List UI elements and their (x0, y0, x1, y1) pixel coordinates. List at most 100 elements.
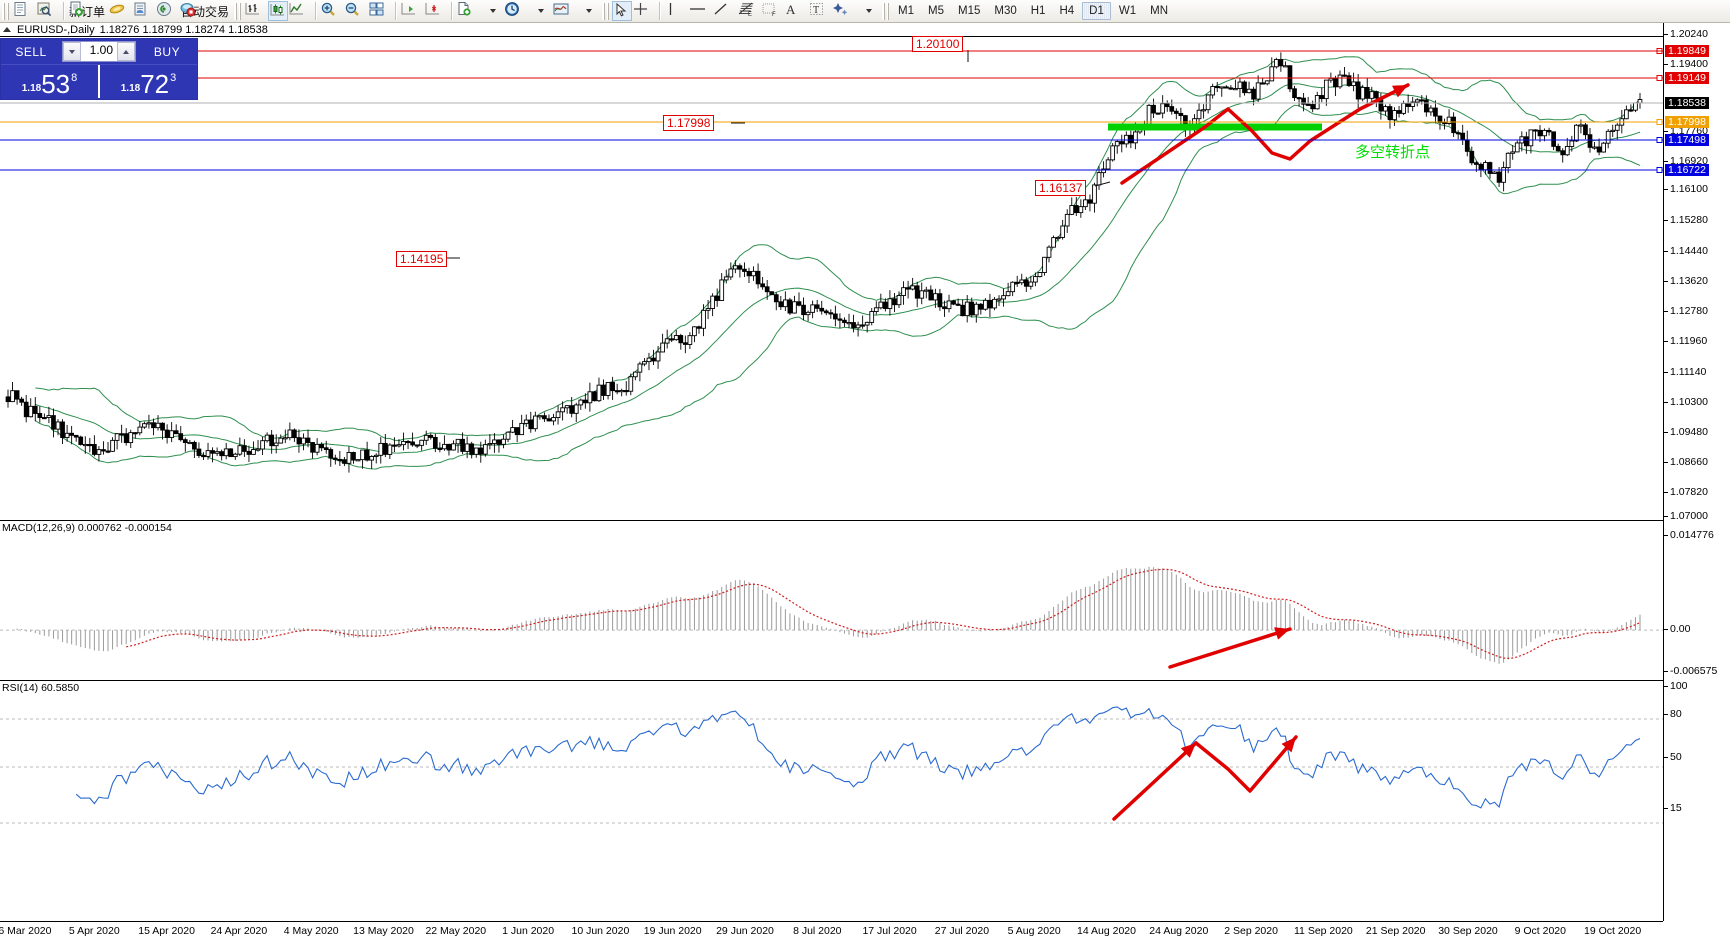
candlestick-chart-icon[interactable] (268, 1, 289, 21)
price-level-label[interactable]: 1.19849 (1665, 45, 1709, 57)
lot-size-input[interactable]: 1.00 (81, 42, 117, 61)
chart-shift-icon[interactable] (400, 1, 424, 21)
templates-icon[interactable] (132, 1, 156, 21)
one-click-trading-panel[interactable]: SELL 1.00 BUY 1.18 53 8 1.18 72 3 (0, 38, 198, 100)
price-callout[interactable]: 1.17998 (663, 115, 715, 131)
zoom-out-icon[interactable] (344, 1, 368, 21)
rsi-label: RSI(14) 60.5850 (2, 682, 80, 694)
document-icon[interactable] (12, 1, 36, 21)
tile-windows-icon[interactable] (368, 1, 392, 21)
toolbar-grip-4[interactable] (882, 2, 891, 20)
line-chart-icon[interactable] (288, 1, 312, 21)
rsi-pane[interactable]: RSI(14) 60.5850 (0, 680, 1663, 846)
price-callout[interactable]: 1.20100 (912, 36, 964, 52)
macd-pane[interactable]: MACD(12,26,9) 0.000762 -0.000154 (0, 520, 1663, 680)
chart-search-icon[interactable] (36, 1, 60, 21)
cursor-icon[interactable] (612, 1, 633, 21)
templates-list-icon[interactable] (552, 1, 576, 21)
date-tick: 17 Jul 2020 (862, 925, 917, 937)
hline-icon[interactable] (688, 1, 712, 21)
price-level-label[interactable]: 1.17998 (1665, 116, 1709, 128)
price-tick: 0.014776 (1664, 529, 1714, 541)
shapes-icon[interactable] (832, 1, 856, 21)
autoupdate-icon[interactable] (156, 1, 180, 21)
timeframe-m5[interactable]: M5 (928, 5, 944, 17)
autotrading-button[interactable]: 自动交易 (180, 1, 232, 21)
toolbar-separator-4 (451, 2, 454, 20)
date-tick: 13 May 2020 (353, 925, 414, 937)
svg-text:E: E (748, 12, 752, 18)
toolbar-grip[interactable] (2, 2, 10, 20)
price-callout[interactable]: 1.16137 (1035, 180, 1087, 196)
price-tick: 1.12780 (1664, 305, 1708, 317)
timeframe-d1[interactable]: D1 (1082, 2, 1111, 20)
buy-button[interactable]: BUY (139, 41, 195, 62)
timeframe-m1[interactable]: M1 (898, 5, 915, 17)
text-label-icon[interactable]: A (784, 1, 808, 21)
date-tick: 29 Jun 2020 (716, 925, 774, 937)
sell-price-prefix: 1.18 (21, 83, 42, 94)
lot-size-stepper[interactable]: 1.00 (62, 41, 136, 62)
date-tick: 26 Mar 2020 (0, 925, 52, 937)
chart-header: EURUSD-,Daily 1.18276 1.18799 1.18274 1.… (0, 23, 268, 36)
price-level-label[interactable]: 1.16722 (1665, 164, 1709, 176)
toolbar-separator (63, 2, 65, 20)
timeframe-m15[interactable]: M15 (958, 5, 981, 17)
indicators-icon[interactable] (108, 1, 132, 21)
price-tick: 1.19400 (1664, 58, 1708, 70)
period-clock-icon[interactable] (504, 1, 528, 21)
shapes-dropdown[interactable] (856, 1, 880, 21)
toolbar-grip-2[interactable] (234, 2, 243, 20)
date-tick: 19 Oct 2020 (1583, 925, 1642, 937)
text-box-icon[interactable]: T (808, 1, 832, 21)
price-tick: 1.07000 (1664, 510, 1708, 522)
price-callout[interactable]: 1.14195 (396, 251, 448, 267)
sell-price-main: 53 (41, 69, 71, 99)
templates-dropdown[interactable] (576, 1, 600, 21)
price-scale[interactable]: 1.20240 1.19400 1.17760 1.16920 1.16100 1.152… (1663, 23, 1730, 921)
sell-price-display[interactable]: 1.18 53 8 (1, 65, 100, 98)
vline-icon[interactable] (664, 1, 688, 21)
sell-button[interactable]: SELL (3, 41, 59, 62)
date-tick: 14 Aug 2020 (1077, 925, 1136, 937)
timeframe-h4[interactable]: H4 (1059, 5, 1075, 17)
price-tick: 1.14440 (1664, 245, 1708, 257)
price-level-label[interactable]: 1.18538 (1665, 97, 1709, 109)
price-tick: 1.13620 (1664, 275, 1708, 287)
buy-price-display[interactable]: 1.18 72 3 (100, 65, 197, 98)
channel-icon[interactable]: F (760, 1, 784, 21)
price-pane[interactable] (0, 36, 1663, 520)
price-tick: 80 (1664, 708, 1682, 720)
fibonacci-icon[interactable]: E (736, 1, 760, 21)
timeframe-h1[interactable]: H1 (1030, 5, 1046, 17)
price-tick: 100 (1664, 680, 1688, 692)
rsi-chart-canvas (0, 706, 1663, 824)
timeframe-m30[interactable]: M30 (994, 5, 1017, 17)
toolbar-grip-3[interactable] (602, 2, 611, 20)
chinese-annotation: 多空转折点 (1355, 143, 1431, 161)
chart-symbol-label: EURUSD-,Daily (17, 23, 95, 36)
bar-chart-icon[interactable] (244, 1, 268, 21)
timeframe-mn[interactable]: MN (1150, 5, 1168, 17)
crosshair-icon[interactable] (632, 1, 656, 21)
date-tick: 22 May 2020 (425, 925, 487, 937)
period-dropdown[interactable] (528, 1, 552, 21)
timeframe-bar: M1 M5 M15 M30 H1 H4 D1 W1 MN (892, 2, 1174, 20)
price-level-label[interactable]: 1.19149 (1665, 72, 1709, 84)
zoom-in-icon[interactable] (320, 1, 344, 21)
trendline-icon[interactable] (712, 1, 736, 21)
lot-decrease-button[interactable] (63, 42, 81, 61)
new-order-button[interactable]: 新订单 (68, 1, 108, 21)
date-tick: 4 May 2020 (283, 925, 339, 937)
add-indicator-dropdown[interactable] (480, 1, 504, 21)
add-indicator-icon[interactable] (456, 1, 480, 21)
date-tick: 19 Jun 2020 (643, 925, 702, 937)
auto-scroll-icon[interactable] (424, 1, 448, 21)
price-tick: 15 (1664, 802, 1682, 814)
lot-increase-button[interactable] (117, 42, 135, 61)
date-tick: 8 Jul 2020 (793, 925, 842, 937)
timeframe-w1[interactable]: W1 (1118, 5, 1137, 17)
price-level-label[interactable]: 1.17498 (1665, 134, 1709, 146)
date-tick: 30 Sep 2020 (1438, 925, 1498, 937)
toolbar-separator-5 (659, 2, 662, 20)
